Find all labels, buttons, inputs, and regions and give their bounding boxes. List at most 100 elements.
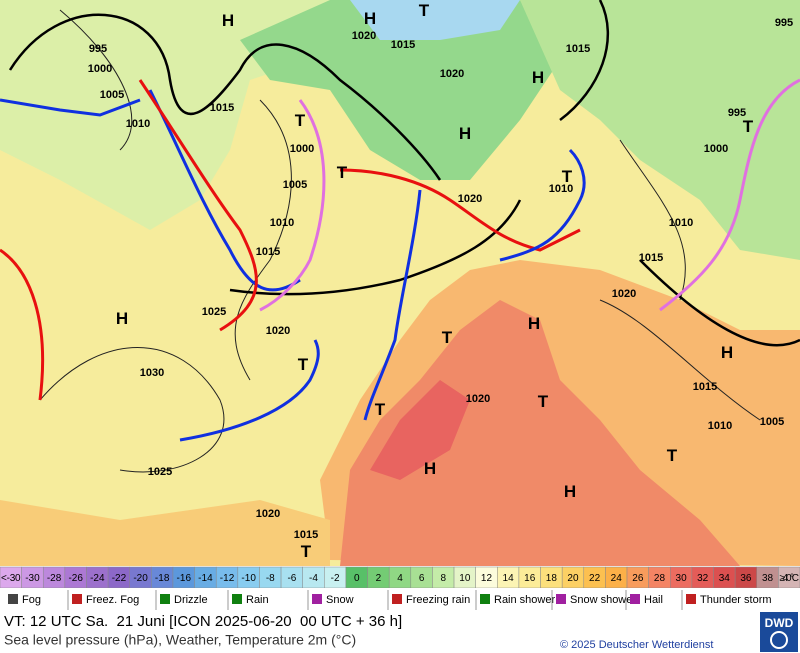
pressure-label: 1010 — [549, 183, 573, 195]
africa-zone — [0, 500, 330, 566]
pressure-label: 1010 — [669, 217, 693, 229]
isobar — [619, 139, 686, 301]
pressure-label: 995 — [775, 17, 793, 29]
pressure-label: 1015 — [256, 246, 280, 258]
occlusion — [659, 78, 800, 312]
warm-front — [0, 248, 45, 401]
pressure-center: T — [419, 1, 430, 20]
warm-front — [138, 79, 258, 332]
pressure-label: 1020 — [352, 30, 376, 42]
legend-label: Freez. Fog — [86, 594, 139, 606]
logo: DWD — [765, 616, 794, 630]
occlusion — [259, 99, 326, 312]
pressure-label: 1015 — [566, 43, 590, 55]
pressure-center: T — [295, 111, 306, 130]
scale-label: 4 — [397, 573, 403, 584]
pressure-label: 1020 — [466, 393, 490, 405]
pressure-center: H — [532, 68, 544, 87]
pressure-center: T — [538, 392, 549, 411]
scale-label: 0 — [354, 573, 360, 584]
pressure-label: 1030 — [140, 367, 164, 379]
pressure-center: T — [667, 446, 678, 465]
isobar — [234, 99, 292, 381]
green-zone — [240, 0, 560, 180]
fronts — [0, 78, 800, 442]
hot-zone — [340, 300, 740, 566]
scale-label: -22 — [112, 573, 127, 584]
cold-front — [499, 148, 586, 262]
pressure-center: H — [721, 343, 733, 362]
pressure-label: 1020 — [256, 508, 280, 520]
scale-label: 32 — [697, 573, 709, 584]
scale-label: 20 — [567, 573, 579, 584]
pressure-center: H — [424, 459, 436, 478]
legend-label: Rain shower — [494, 594, 555, 606]
scale-label: -18 — [155, 573, 170, 584]
isobar — [559, 0, 609, 121]
main-isobars — [8, 0, 800, 347]
legend-label: Drizzle — [174, 594, 208, 606]
scale-label: 36 — [740, 573, 752, 584]
isobar — [59, 9, 133, 151]
legend-icon — [160, 594, 170, 604]
pressure-center: H — [564, 482, 576, 501]
scale-label: -14 — [198, 573, 213, 584]
pressure-label: 1015 — [210, 102, 234, 114]
scale-label: 18 — [546, 573, 558, 584]
isobar — [39, 347, 225, 473]
scale-label: 30 — [676, 573, 688, 584]
description: Sea level pressure (hPa), Weather, Tempe… — [4, 632, 356, 648]
pressure-label: 995 — [728, 107, 746, 119]
isobar — [639, 259, 800, 347]
pressure-label: 1005 — [100, 89, 124, 101]
legend-label: Fog — [22, 594, 41, 606]
legend-icon — [556, 594, 566, 604]
pressure-label: 1000 — [88, 63, 112, 75]
pressure-label: 1000 — [290, 143, 314, 155]
scale-label: -16 — [177, 573, 192, 584]
legend-icon — [392, 594, 402, 604]
pressure-center: H — [528, 314, 540, 333]
scale-label: -10 — [241, 573, 256, 584]
scale-label: 14 — [503, 573, 515, 584]
scale-label: 34 — [719, 573, 731, 584]
pressure-center: H — [459, 124, 471, 143]
pressure-label: 1015 — [294, 529, 318, 541]
pressure-label: 1020 — [266, 325, 290, 337]
legend-icon — [312, 594, 322, 604]
scale-label: 24 — [611, 573, 623, 584]
scale-label: -24 — [90, 573, 105, 584]
scale-label: -6 — [287, 573, 296, 584]
pressure-center: H — [116, 309, 128, 328]
logo-swirl — [770, 631, 788, 649]
legend-icon — [686, 594, 696, 604]
cold-front — [363, 189, 422, 421]
isobar — [8, 13, 442, 181]
legend-label: Rain — [246, 594, 269, 606]
scale-label: -30 — [25, 573, 40, 584]
footer-bg — [0, 611, 800, 653]
pressure-label: 1015 — [693, 381, 717, 393]
scale-label: 8 — [440, 573, 446, 584]
pressure-label: 1025 — [148, 466, 172, 478]
scale-label: -20 — [133, 573, 148, 584]
pressure-center: T — [337, 163, 348, 182]
legend-icon — [232, 594, 242, 604]
isobar — [229, 199, 522, 296]
scale-label: -12 — [220, 573, 235, 584]
pressure-center: T — [562, 167, 573, 186]
scale-label: 2 — [376, 573, 382, 584]
scale-label: <-30 — [1, 573, 21, 584]
pressure-center: T — [301, 542, 312, 561]
legend-label: Snow — [326, 594, 354, 606]
legend-icon — [72, 594, 82, 604]
scale-label: 6 — [419, 573, 425, 584]
pressure-label: 1005 — [283, 179, 307, 191]
scale-label: ≥40 °C — [779, 573, 799, 584]
scale-label: 28 — [654, 573, 666, 584]
cold-front — [148, 89, 301, 292]
scale-label: -4 — [309, 573, 318, 584]
pressure-label: 1020 — [440, 68, 464, 80]
isobars — [39, 9, 761, 473]
